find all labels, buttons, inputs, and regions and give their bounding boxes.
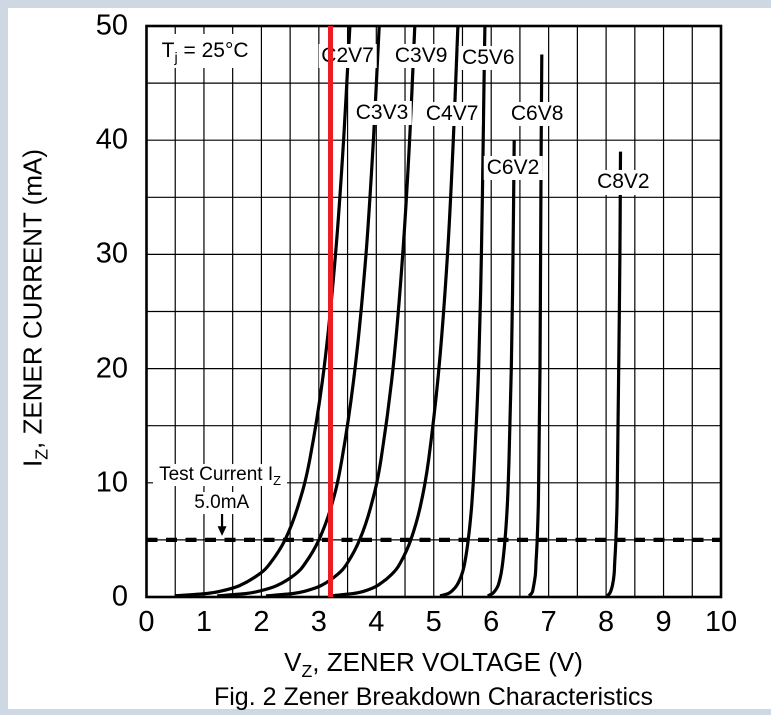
y-tick-30: 30 [95,237,128,270]
y-tick-40: 40 [95,123,128,156]
x-tick-10: 10 [704,606,738,638]
page-frame-top [0,0,771,8]
curve-label-C8V2: C8V2 [594,170,653,195]
x-tick-1: 1 [195,606,212,638]
page-frame-left [0,0,8,715]
curve-C2V7 [174,25,352,598]
curve-label-C3V3: C3V3 [352,100,412,125]
y-tick-20: 20 [95,352,128,385]
x-tick-2: 2 [253,606,270,638]
curve-label-C6V8: C6V8 [507,101,567,126]
curve-label-C4V7: C4V7 [422,101,482,126]
y-axis-title: IZ, ZENER CURRENT (mA) [17,149,52,467]
subscript: Z [31,448,52,460]
x-tick-0: 0 [138,606,155,638]
curve-label-C6V2: C6V2 [483,155,543,180]
x-tick-7: 7 [540,606,557,638]
curve-label-C5V6: C5V6 [459,45,518,70]
y-tick-10: 10 [95,466,128,499]
x-axis-title: VZ, ZENER VOLTAGE (V) [284,647,583,682]
curve-C8V2 [606,151,623,598]
x-tick-4: 4 [368,606,385,638]
subscript: Z [301,661,313,682]
y-tick-50: 50 [95,9,128,42]
curve-C4V7 [330,25,460,598]
subscript: j [174,50,178,67]
plot-border [145,24,723,599]
curve-label-C3V9: C3V9 [391,43,451,68]
curve-C3V3 [217,25,381,598]
y-tick-0: 0 [111,580,128,613]
page-frame-bottom [0,709,771,715]
x-tick-3: 3 [310,606,327,638]
x-tick-8: 8 [598,606,615,638]
highlight-voltage-line [327,26,333,597]
x-tick-6: 6 [483,606,500,638]
down-arrow-head-icon [217,526,227,536]
x-tick-9: 9 [655,606,672,638]
test-current-label: Test Current IZ [153,463,287,488]
subscript: Z [273,472,281,488]
curve-C3V9 [265,25,417,598]
figure-caption: Fig. 2 Zener Breakdown Characteristics [213,683,654,711]
temperature-condition-label: Tj = 25°C [149,34,261,69]
curve-C6V8 [527,54,544,598]
test-current-value: 5.0mA [188,492,256,515]
x-tick-5: 5 [425,606,442,638]
curve-C5V6 [439,25,487,598]
